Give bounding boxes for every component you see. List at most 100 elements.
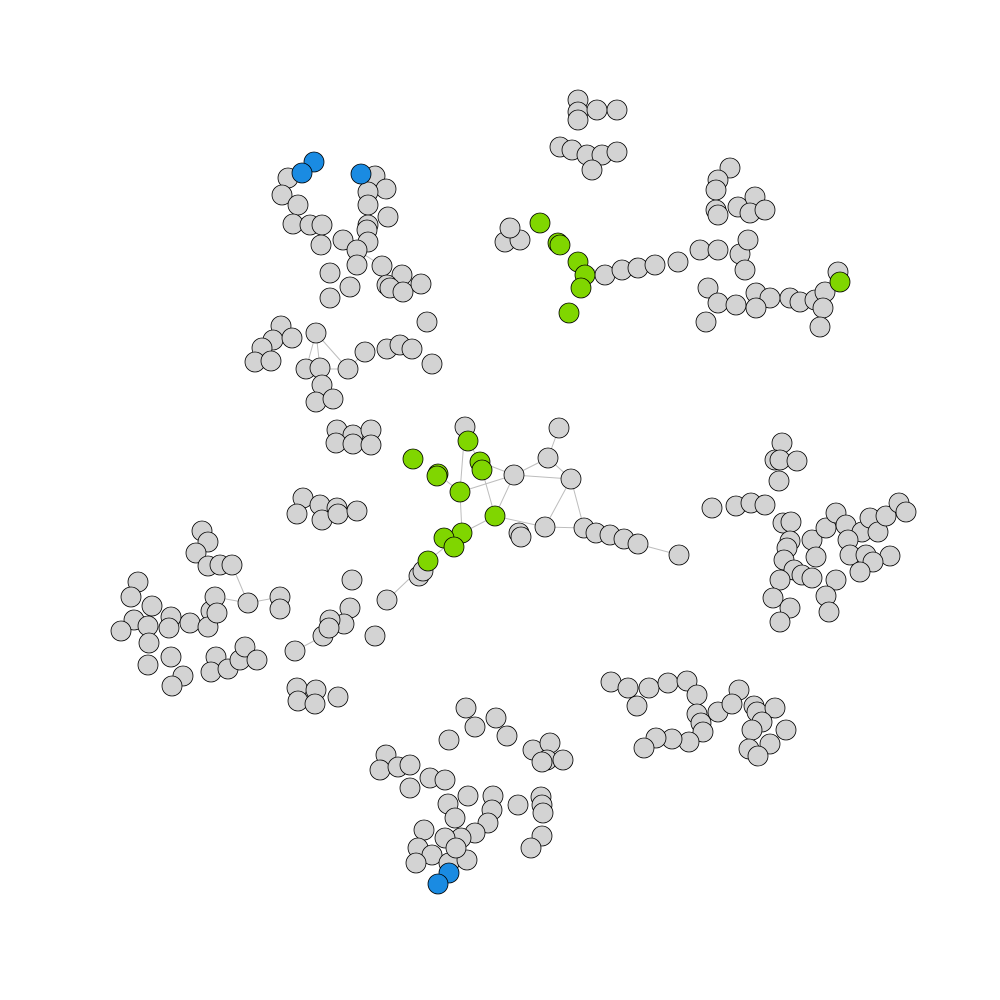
node — [818, 601, 840, 623]
node — [627, 257, 649, 279]
node — [764, 697, 786, 719]
node — [678, 731, 700, 753]
node — [537, 447, 559, 469]
node — [552, 749, 574, 771]
node — [234, 636, 256, 658]
node — [405, 852, 427, 874]
node — [161, 675, 183, 697]
node — [354, 341, 376, 363]
node — [805, 546, 827, 568]
node — [322, 388, 344, 410]
node — [754, 494, 776, 516]
node — [812, 297, 834, 319]
node — [507, 794, 529, 816]
node — [341, 569, 363, 591]
nodes — [110, 89, 917, 895]
node — [185, 542, 207, 564]
node — [327, 503, 349, 525]
node — [375, 178, 397, 200]
node — [464, 716, 486, 738]
node — [895, 501, 917, 523]
node — [769, 569, 791, 591]
node — [496, 725, 518, 747]
node — [410, 273, 432, 295]
node — [809, 316, 831, 338]
node — [304, 693, 326, 715]
node — [667, 251, 689, 273]
node — [775, 719, 797, 741]
node — [445, 837, 467, 859]
node — [319, 287, 341, 309]
node — [705, 179, 727, 201]
node — [438, 729, 460, 751]
node — [737, 229, 759, 251]
node — [271, 184, 293, 206]
node — [707, 204, 729, 226]
node — [617, 677, 639, 699]
node — [364, 625, 386, 647]
node — [769, 611, 791, 633]
node — [471, 459, 493, 481]
node — [357, 194, 379, 216]
node — [657, 672, 679, 694]
node — [360, 434, 382, 456]
node — [158, 617, 180, 639]
node — [531, 751, 553, 773]
node — [371, 255, 393, 277]
node — [137, 654, 159, 676]
node — [444, 807, 466, 829]
node — [567, 109, 589, 131]
node — [377, 206, 399, 228]
node — [286, 503, 308, 525]
node — [875, 505, 897, 527]
node — [284, 640, 306, 662]
node — [287, 194, 309, 216]
node — [269, 598, 291, 620]
node — [138, 632, 160, 654]
node — [503, 464, 525, 486]
node — [346, 500, 368, 522]
node — [581, 159, 603, 181]
node — [399, 754, 421, 776]
node — [369, 759, 391, 781]
node — [725, 294, 747, 316]
node — [721, 693, 743, 715]
node — [532, 802, 554, 824]
node — [206, 602, 228, 624]
node — [484, 505, 506, 527]
node — [402, 448, 424, 470]
node — [768, 470, 790, 492]
node — [200, 661, 222, 683]
node — [780, 511, 802, 533]
node — [426, 465, 448, 487]
node — [520, 837, 542, 859]
node — [237, 592, 259, 614]
node — [417, 550, 439, 572]
node — [697, 277, 719, 299]
node — [246, 649, 268, 671]
node — [443, 536, 465, 558]
node — [707, 239, 729, 261]
node — [342, 433, 364, 455]
node — [627, 533, 649, 555]
node — [701, 497, 723, 519]
node — [311, 214, 333, 236]
node — [745, 297, 767, 319]
node — [319, 262, 341, 284]
node — [558, 302, 580, 324]
node — [510, 526, 532, 548]
node — [350, 163, 372, 185]
node — [626, 695, 648, 717]
node — [120, 586, 142, 608]
node — [339, 276, 361, 298]
node — [560, 468, 582, 490]
node — [825, 569, 847, 591]
node — [734, 259, 756, 281]
node — [801, 567, 823, 589]
node — [786, 450, 808, 472]
node — [586, 99, 608, 121]
node — [260, 350, 282, 372]
node — [747, 745, 769, 767]
node — [457, 785, 479, 807]
